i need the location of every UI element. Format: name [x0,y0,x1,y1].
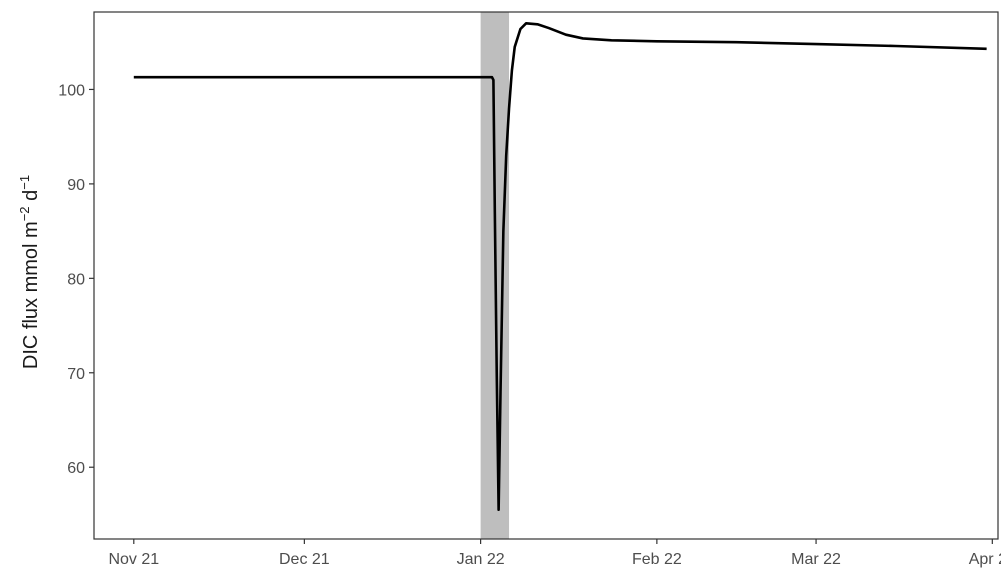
x-tick-label: Jan 22 [457,551,505,568]
y-tick-label: 70 [67,366,85,383]
x-axis: Nov 21 Dec 21 Jan 22 Feb 22 Mar 22 Apr 22 [108,539,1001,568]
y-axis: 60 70 80 90 100 [58,82,94,477]
series-line-layer [133,22,987,512]
series-line-1 [133,22,987,512]
y-axis-title-main: DIC flux mmol m [20,221,42,369]
x-tick-label: Mar 22 [791,551,841,568]
y-tick-label: 80 [67,271,85,288]
y-axis-title-exp2: −1 [17,175,32,190]
y-axis-title: DIC flux mmol m−2 d−1 [17,175,42,369]
x-tick-label: Dec 21 [279,551,330,568]
y-tick-label: 60 [67,460,85,477]
plot-panel-border [93,11,999,540]
x-tick-label: Apr 22 [969,551,1001,568]
y-axis-title-unit2: d [20,190,42,207]
y-axis-title-exp1: −2 [17,206,32,221]
y-tick-label: 100 [58,82,85,99]
x-tick-label: Nov 21 [108,551,159,568]
y-tick-label: 90 [67,177,85,194]
x-tick-label: Feb 22 [632,551,682,568]
